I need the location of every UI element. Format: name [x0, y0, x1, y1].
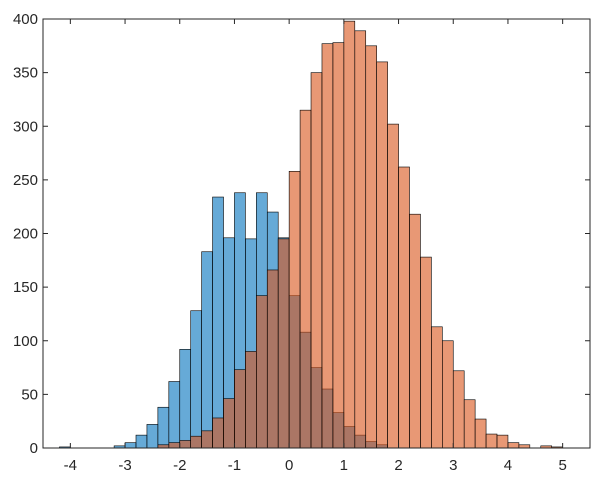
- x-tick-label: -4: [64, 457, 77, 474]
- histogram-bar: [332, 42, 345, 449]
- y-tick-label: 350: [13, 65, 38, 82]
- histogram-bar: [442, 340, 454, 449]
- y-tick-label: 50: [21, 386, 38, 403]
- histogram-bar: [452, 370, 465, 449]
- y-tick-label: 400: [13, 11, 38, 28]
- histogram-bar: [431, 326, 443, 449]
- x-tick-label: 2: [394, 457, 402, 474]
- histogram-bar: [463, 399, 476, 449]
- histogram-bar: [310, 72, 323, 449]
- histogram-bar: [277, 238, 290, 449]
- histogram-bar: [212, 196, 224, 449]
- histogram-bar: [420, 256, 432, 449]
- histogram-bar: [299, 109, 312, 449]
- histogram-bar: [234, 369, 246, 449]
- histogram-bar: [409, 213, 421, 449]
- y-tick-label: 300: [13, 118, 38, 135]
- histogram-bar: [179, 349, 191, 449]
- histogram-bar: [157, 406, 170, 449]
- y-tick-label: 250: [13, 172, 38, 189]
- series-2: [157, 20, 563, 449]
- histogram-bar: [343, 20, 356, 449]
- x-tick-label: 5: [558, 457, 566, 474]
- x-tick-label: 0: [285, 457, 293, 474]
- histogram-bar: [266, 269, 279, 449]
- histogram-bar: [146, 424, 159, 449]
- histogram-bar: [179, 440, 191, 449]
- histogram-bar: [256, 295, 268, 449]
- y-tick-label: 200: [13, 226, 38, 243]
- bars-layer: [59, 20, 563, 449]
- histogram-bar: [135, 434, 148, 449]
- x-tick-label: 3: [449, 457, 457, 474]
- histogram-bar: [507, 442, 520, 449]
- x-tick-label: -3: [118, 457, 131, 474]
- histogram-bar: [223, 398, 235, 449]
- y-tick-label: 100: [13, 333, 38, 350]
- histogram-bar: [354, 30, 367, 449]
- histogram-bar: [168, 381, 181, 449]
- histogram-bar: [190, 435, 202, 449]
- histogram-bar: [365, 45, 377, 449]
- histogram-bar: [496, 434, 509, 449]
- histogram-bar: [124, 442, 137, 449]
- histogram-bar: [387, 123, 399, 449]
- histogram-bar: [474, 418, 487, 449]
- histogram-bar: [212, 417, 224, 449]
- y-tick-label: 0: [30, 440, 38, 457]
- histogram-bar: [398, 166, 410, 449]
- y-tick-label: 150: [13, 279, 38, 296]
- x-tick-label: -1: [228, 457, 241, 474]
- histogram-bar: [376, 61, 388, 449]
- histogram-bar: [190, 310, 202, 449]
- histogram-bar: [288, 170, 301, 449]
- x-tick-label: 4: [504, 457, 512, 474]
- histogram-bar: [321, 43, 334, 449]
- histogram-bar: [201, 430, 213, 449]
- x-tick-label: -2: [173, 457, 186, 474]
- histogram-bar: [485, 433, 498, 449]
- histogram-bar: [201, 251, 213, 449]
- histogram-bar: [168, 442, 181, 449]
- x-tick-label: 1: [340, 457, 348, 474]
- histogram-bar: [245, 351, 257, 449]
